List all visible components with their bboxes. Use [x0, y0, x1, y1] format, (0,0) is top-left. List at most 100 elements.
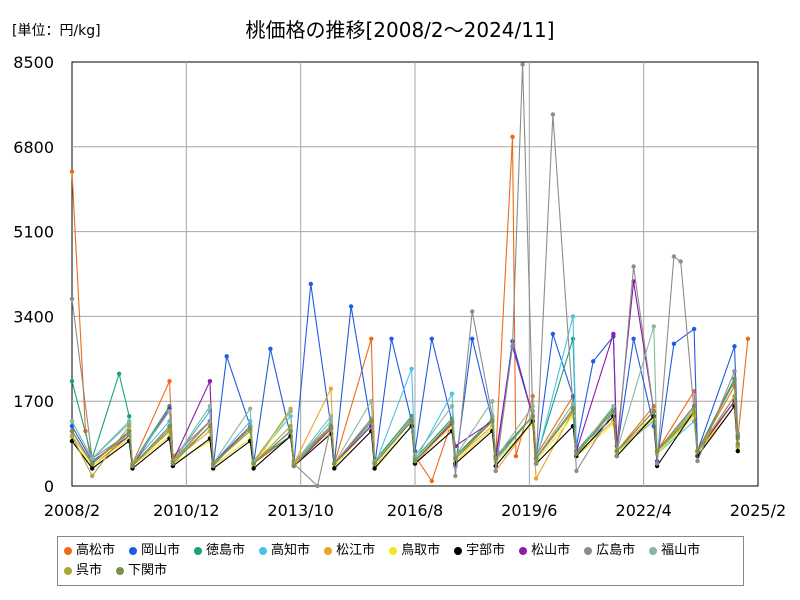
y-tick-label: 0: [44, 477, 54, 496]
data-point: [510, 134, 515, 139]
legend-label: 高知市: [271, 543, 311, 558]
legend-marker: [649, 546, 658, 555]
data-point: [574, 451, 579, 456]
data-point: [678, 259, 683, 264]
data-point: [449, 391, 455, 396]
data-point: [570, 406, 576, 411]
data-point: [248, 406, 253, 411]
series-group: [69, 62, 751, 489]
legend-label: 福山市: [661, 543, 701, 558]
data-point: [611, 331, 616, 337]
data-point: [614, 448, 619, 454]
y-tick-label: 1700: [13, 392, 54, 411]
data-point: [490, 419, 495, 424]
data-point: [490, 399, 495, 404]
legend-item: 宇部市: [454, 541, 505, 561]
data-point: [735, 441, 740, 446]
data-point: [530, 404, 535, 409]
legend-marker: [454, 546, 463, 555]
data-point: [732, 369, 737, 374]
data-point: [288, 428, 293, 434]
data-point: [631, 264, 636, 269]
y-tick-label: 3400: [13, 307, 54, 326]
data-point: [550, 112, 556, 117]
data-point: [470, 336, 475, 341]
legend-label: 鳥取市: [401, 543, 441, 558]
data-point: [127, 423, 132, 429]
data-point: [369, 399, 374, 404]
data-point: [732, 394, 737, 399]
legend-label: 松江市: [336, 543, 376, 558]
legend-marker: [584, 546, 593, 555]
legend-marker: [519, 546, 528, 555]
legend-marker: [64, 566, 72, 575]
data-point: [69, 379, 75, 384]
data-point: [69, 169, 75, 174]
data-point: [745, 336, 751, 341]
data-point: [332, 461, 337, 466]
data-point: [591, 359, 596, 364]
series-line: [71, 136, 749, 483]
data-point: [288, 423, 293, 429]
data-point: [116, 371, 122, 376]
series-line: [71, 379, 739, 468]
data-point: [167, 419, 172, 424]
data-point: [695, 448, 700, 454]
data-point: [533, 456, 539, 461]
data-point: [167, 409, 172, 414]
legend-label: 岡山市: [141, 543, 181, 558]
legend-marker: [64, 546, 72, 555]
data-point: [409, 366, 414, 371]
legend-marker: [389, 546, 398, 555]
data-point: [328, 423, 334, 429]
data-point: [453, 473, 458, 479]
data-point: [167, 423, 172, 429]
data-point: [570, 401, 576, 406]
data-point: [611, 409, 616, 414]
data-point: [389, 336, 394, 341]
data-point: [90, 456, 95, 461]
data-point: [412, 458, 418, 464]
legend-item: 松江市: [324, 541, 375, 561]
data-point: [251, 461, 256, 466]
legend-label: 広島市: [596, 543, 636, 558]
data-point: [490, 414, 495, 419]
legend-label: 宇部市: [466, 543, 506, 558]
data-point: [69, 433, 75, 439]
legend-label: 徳島市: [206, 543, 246, 558]
data-point: [520, 62, 525, 67]
legend-marker: [116, 566, 125, 575]
legend-item: 高知市: [259, 541, 310, 561]
data-point: [224, 354, 229, 359]
data-point: [127, 414, 132, 419]
x-tick-label: 2025/2: [730, 501, 786, 520]
data-point: [372, 466, 377, 471]
series-line: [71, 281, 739, 468]
data-point: [127, 428, 132, 434]
legend-item: 高松市: [64, 541, 115, 561]
series-高松市: [69, 134, 751, 484]
legend-item: 呉市: [64, 561, 102, 581]
data-point: [167, 379, 172, 384]
legend-item: 松山市: [519, 541, 570, 561]
data-point: [90, 473, 95, 479]
data-point: [453, 456, 458, 461]
series-下関市: [69, 379, 740, 469]
data-point: [315, 483, 320, 489]
data-point: [611, 404, 616, 409]
data-point: [732, 344, 737, 349]
data-point: [207, 379, 213, 384]
data-point: [493, 468, 498, 474]
data-point: [735, 448, 740, 454]
data-point: [614, 453, 619, 459]
data-point: [550, 331, 556, 337]
y-axis: 0 1700 3400 5100 6800 8500: [13, 53, 54, 496]
data-point: [732, 379, 737, 384]
data-point: [493, 456, 498, 461]
x-tick-label: 2008/2: [44, 501, 100, 520]
x-tick-label: 2016/8: [387, 501, 443, 520]
legend-label: 松山市: [531, 543, 571, 558]
data-point: [127, 419, 132, 424]
data-point: [328, 386, 334, 391]
